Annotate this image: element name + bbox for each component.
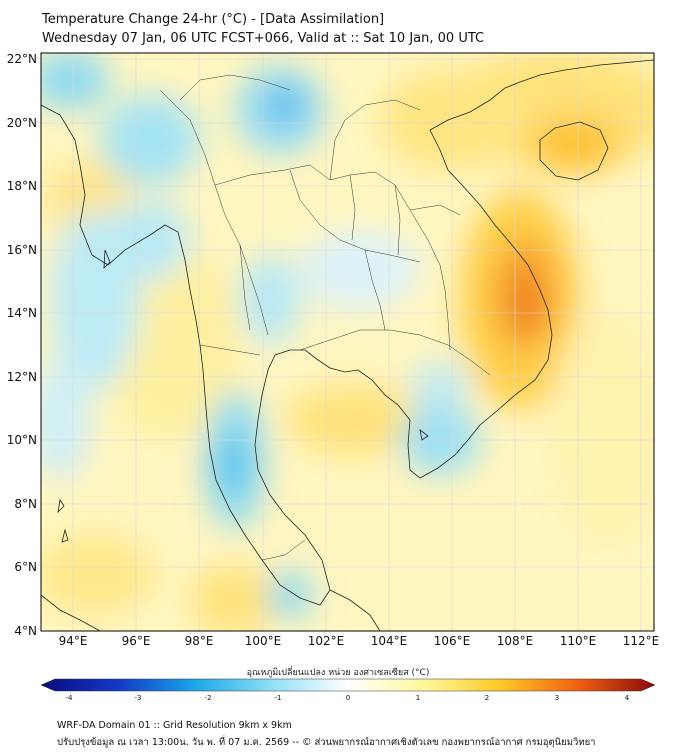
temperature-field <box>41 53 654 631</box>
lon-tick-label: 104°E <box>371 634 408 648</box>
lon-tick-label: 96°E <box>122 634 151 648</box>
temperature-change-map: 22°N 20°N 18°N 16°N 14°N 12°N 10°N 8°N 6… <box>7 52 660 702</box>
coastlines <box>41 59 654 631</box>
colorbar-label: อุณหภูมิเปลี่ยนแปลง หน่วย องศาเซลเซียส (… <box>246 668 430 678</box>
lon-tick-label: 102°E <box>308 634 345 648</box>
lat-tick-label: 4°N <box>14 624 37 638</box>
lon-tick-label: 106°E <box>434 634 471 648</box>
footer-model-info: WRF-DA Domain 01 :: Grid Resolution 9km … <box>57 720 292 731</box>
lon-tick-label: 108°E <box>497 634 534 648</box>
colorbar-tick: 1 <box>416 694 420 702</box>
gridlines <box>41 53 654 631</box>
lon-tick-label: 110°E <box>560 634 597 648</box>
lat-tick-label: 16°N <box>7 243 37 257</box>
colorbar: -4 -3 -2 -1 0 1 2 3 4 <box>40 678 656 702</box>
lat-tick-label: 22°N <box>7 52 37 66</box>
colorbar-tick: -3 <box>135 694 142 702</box>
chart-subtitle: Wednesday 07 Jan, 06 UTC FCST+066, Valid… <box>42 31 485 46</box>
lat-tick-label: 12°N <box>7 370 37 384</box>
colorbar-tick: 0 <box>346 694 350 702</box>
chart-title: Temperature Change 24-hr (°C) - [Data As… <box>42 12 385 27</box>
colorbar-tick: -1 <box>275 694 282 702</box>
lon-tick-label: 112°E <box>623 634 660 648</box>
footer-credit: ปรับปรุงข้อมูล ณ เวลา 13:00น. วัน พ. ที่… <box>57 737 596 748</box>
lat-tick-label: 18°N <box>7 179 37 193</box>
borders <box>159 74 491 561</box>
lon-tick-label: 100°E <box>245 634 282 648</box>
lon-tick-label: 98°E <box>185 634 214 648</box>
colorbar-tick: -2 <box>205 694 212 702</box>
map-frame <box>40 52 655 632</box>
colorbar-tick: 2 <box>485 694 489 702</box>
lat-tick-label: 8°N <box>14 497 37 511</box>
colorbar-tick: -4 <box>66 694 74 702</box>
lat-tick-label: 10°N <box>7 433 37 447</box>
lat-tick-label: 6°N <box>14 560 37 574</box>
colorbar-tick: 4 <box>625 694 630 702</box>
lon-tick-label: 94°E <box>59 634 88 648</box>
lat-tick-label: 14°N <box>7 306 37 320</box>
colorbar-tick: 3 <box>555 694 559 702</box>
lat-tick-label: 20°N <box>7 116 37 130</box>
